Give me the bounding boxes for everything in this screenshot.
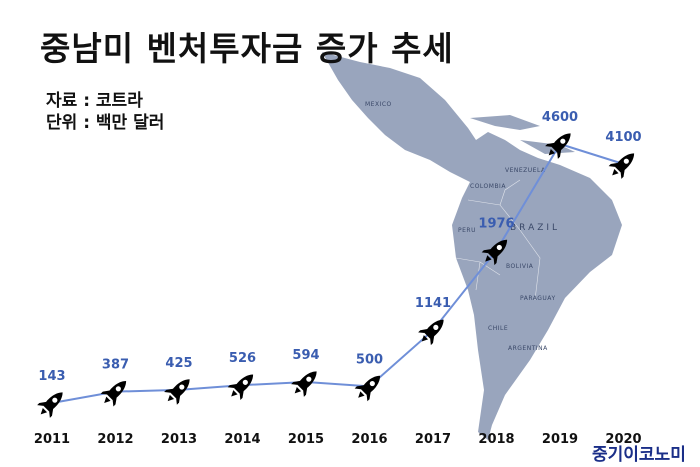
map-label-brazil: BRAZIL [510, 223, 560, 233]
rocket-icon [227, 374, 254, 401]
map-label-bolivia: BOLIVIA [506, 263, 534, 270]
brand-logo: 중기이코노미 [592, 445, 686, 465]
x-tick-label: 2016 [351, 432, 387, 447]
x-tick-label: 2020 [605, 432, 641, 447]
map-label-chile: CHILE [488, 325, 508, 332]
rocket-icon [164, 379, 190, 405]
map-label-peru: PERU [458, 227, 476, 234]
plot-area: 143 2011 387 2012 425 2013 526 2014 594 2015 500 20… [34, 110, 642, 447]
x-tick-label: 2018 [478, 432, 514, 447]
map-label-venezuela: VENEZUELA [505, 167, 546, 174]
rocket-icon [418, 319, 444, 346]
map-label-mexico: MEXICO [365, 101, 392, 108]
data-label: 594 [292, 348, 319, 363]
data-label: 425 [165, 356, 192, 371]
x-tick-label: 2012 [97, 432, 133, 447]
x-tick-label: 2019 [542, 432, 578, 447]
rocket-icon [100, 381, 127, 407]
rocket-icon [37, 392, 63, 418]
data-label: 526 [229, 351, 256, 366]
latin-america-map: MEXICO BRAZIL COLOMBIA VENEZUELA PERU BO… [322, 52, 622, 440]
x-tick-label: 2011 [34, 432, 70, 447]
chart-title: 중남미 벤처투자금 증가 추세 [40, 29, 454, 68]
x-tick-label: 2013 [161, 432, 197, 447]
x-tick-label: 2017 [415, 432, 451, 447]
data-label: 1976 [478, 216, 514, 231]
rocket-icon [608, 153, 635, 179]
data-label: 387 [102, 358, 129, 373]
map-label-argentina: ARGENTINA [508, 345, 548, 352]
rocket-icon [291, 371, 317, 397]
data-label: 1141 [415, 296, 451, 311]
series-line [51, 142, 624, 404]
unit-note: 단위 : 백만 달러 [46, 113, 165, 133]
data-label: 500 [356, 352, 383, 367]
x-tick-label: 2014 [224, 432, 260, 447]
map-label-colombia: COLOMBIA [470, 183, 506, 190]
data-label: 143 [38, 369, 65, 384]
x-tick-label: 2015 [288, 432, 324, 447]
rocket-icon [545, 133, 571, 159]
rocket-icon [481, 239, 508, 266]
map-label-paraguay: PARAGUAY [520, 295, 556, 302]
source-note: 자료 : 코트라 [46, 91, 143, 111]
data-label: 4100 [605, 130, 641, 145]
rocket-icon [354, 375, 381, 402]
data-label: 4600 [542, 110, 578, 125]
